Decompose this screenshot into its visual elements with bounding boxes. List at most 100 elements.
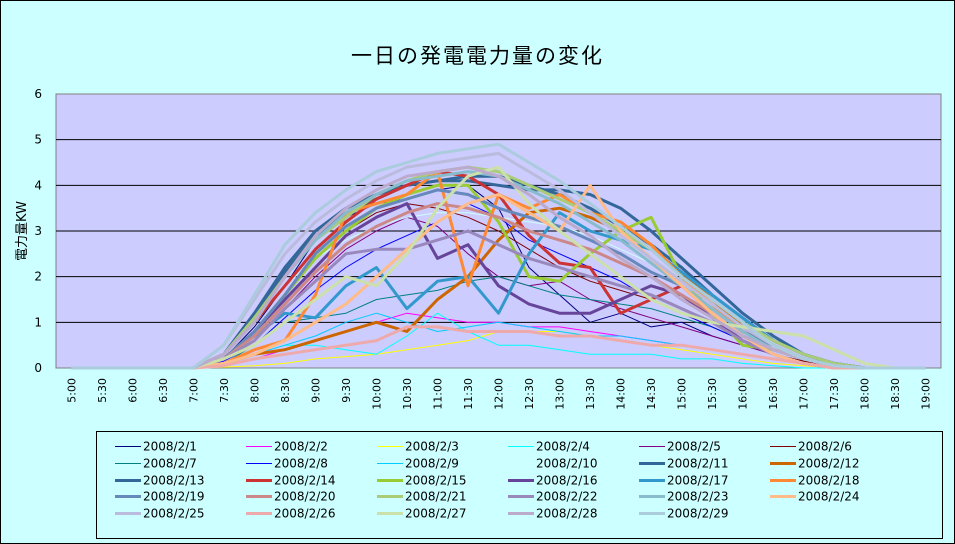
legend-item: 2008/2/22	[508, 486, 598, 504]
legend-swatch	[639, 461, 665, 465]
x-tick-label: 18:30	[889, 378, 902, 410]
legend-swatch	[508, 446, 534, 447]
legend-swatch	[508, 462, 534, 464]
legend-label: 2008/2/7	[143, 456, 197, 471]
legend-label: 2008/2/24	[798, 489, 860, 504]
x-tick-label: 8:00	[248, 378, 261, 403]
x-tick-label: 7:00	[187, 378, 200, 403]
x-tick-label: 5:00	[65, 378, 78, 403]
legend-item: 2008/2/26	[246, 503, 336, 521]
legend-label: 2008/2/21	[405, 489, 467, 504]
legend-swatch	[377, 512, 403, 516]
legend-swatch	[770, 478, 796, 482]
legend-label: 2008/2/27	[405, 506, 467, 521]
y-tick-label: 3	[34, 224, 42, 238]
x-tick-label: 14:00	[615, 378, 628, 410]
legend-swatch	[770, 495, 796, 499]
legend-item: 2008/2/10	[508, 453, 598, 470]
x-tick-label: 15:00	[676, 378, 689, 410]
x-tick-label: 8:30	[279, 378, 292, 403]
legend-swatch	[115, 462, 141, 464]
legend-swatch	[377, 495, 403, 499]
legend-item: 2008/2/9	[377, 453, 459, 471]
series-line	[71, 165, 926, 370]
legend-label: 2008/2/15	[405, 473, 467, 488]
legend-label: 2008/2/20	[274, 489, 336, 504]
legend-label: 2008/2/9	[405, 456, 459, 471]
legend-label: 2008/2/28	[536, 506, 598, 521]
legend: 2008/2/1 2008/2/2 2008/2/3 2008/2/4 2008/2/5…	[96, 431, 943, 539]
legend-item: 2008/2/11	[639, 453, 729, 471]
legend-item: 2008/2/12	[770, 453, 860, 471]
legend-item: 2008/2/13	[115, 470, 205, 488]
legend-item: 2008/2/8	[246, 453, 328, 471]
legend-item: 2008/2/15	[377, 470, 467, 488]
legend-item: 2008/2/2	[246, 436, 328, 454]
legend-swatch	[508, 495, 534, 499]
legend-item: 2008/2/14	[246, 470, 336, 487]
legend-swatch	[770, 446, 796, 447]
legend-swatch	[377, 446, 403, 447]
x-tick-label: 19:00	[920, 378, 933, 410]
x-tick-label: 10:00	[370, 378, 383, 410]
legend-label: 2008/2/1	[143, 439, 197, 454]
legend-item: 2008/2/23	[639, 486, 729, 504]
legend-item: 2008/2/25	[115, 503, 205, 521]
legend-swatch	[377, 478, 403, 482]
x-tick-label: 9:30	[340, 378, 353, 403]
legend-item: 2008/2/28	[508, 503, 598, 521]
x-tick-label: 10:30	[401, 378, 414, 410]
x-tick-label: 16:30	[767, 378, 780, 410]
legend-label: 2008/2/13	[143, 473, 205, 488]
legend-item: 2008/2/3	[377, 436, 459, 454]
legend-swatch	[246, 478, 272, 482]
legend-label: 2008/2/25	[143, 506, 205, 521]
x-tick-label: 17:00	[798, 378, 811, 410]
legend-label: 2008/2/23	[667, 489, 729, 504]
x-tick-label: 12:00	[493, 378, 506, 410]
legend-label: 2008/2/2	[274, 439, 328, 454]
legend-item: 2008/2/19	[115, 486, 205, 504]
legend-swatch	[115, 512, 141, 516]
y-tick-label: 2	[34, 270, 42, 284]
legend-label: 2008/2/3	[405, 439, 459, 454]
x-tick-label: 18:00	[859, 378, 872, 410]
legend-swatch	[246, 446, 272, 447]
legend-item: 2008/2/17	[639, 470, 729, 488]
legend-label: 2008/2/11	[667, 456, 729, 471]
legend-swatch	[115, 495, 141, 499]
x-tick-label: 5:30	[96, 378, 109, 403]
y-tick-label: 6	[34, 87, 42, 101]
y-tick-label: 4	[34, 178, 42, 192]
legend-swatch	[639, 512, 665, 516]
legend-swatch	[377, 462, 403, 464]
y-tick-label: 0	[34, 361, 42, 375]
chart-title: 一日の発電電力量の変化	[351, 44, 604, 68]
y-axis-label: 電力量KW	[15, 201, 30, 261]
legend-swatch	[246, 512, 272, 516]
x-tick-label: 6:00	[126, 378, 139, 403]
x-tick-label: 12:30	[523, 378, 536, 410]
legend-item: 2008/2/18	[770, 470, 860, 488]
legend-label: 2008/2/18	[798, 473, 860, 488]
series-line	[71, 165, 926, 370]
legend-label: 2008/2/8	[274, 456, 328, 471]
x-tick-label: 16:00	[737, 378, 750, 410]
legend-swatch	[508, 478, 534, 482]
legend-item: 2008/2/6	[770, 436, 852, 454]
legend-item: 2008/2/27	[377, 503, 467, 521]
legend-label: 2008/2/4	[536, 439, 590, 454]
legend-item: 2008/2/4	[508, 436, 590, 454]
legend-label: 2008/2/12	[798, 456, 860, 471]
legend-label: 2008/2/5	[667, 439, 721, 454]
legend-label: 2008/2/26	[274, 506, 336, 521]
legend-label: 2008/2/19	[143, 489, 205, 504]
x-tick-label: 7:30	[218, 378, 231, 403]
legend-label: 2008/2/17	[667, 473, 729, 488]
legend-item: 2008/2/20	[246, 486, 336, 504]
series-line	[71, 325, 926, 370]
x-tick-label: 17:30	[828, 378, 841, 410]
legend-swatch	[639, 478, 665, 482]
legend-item: 2008/2/5	[639, 436, 721, 454]
